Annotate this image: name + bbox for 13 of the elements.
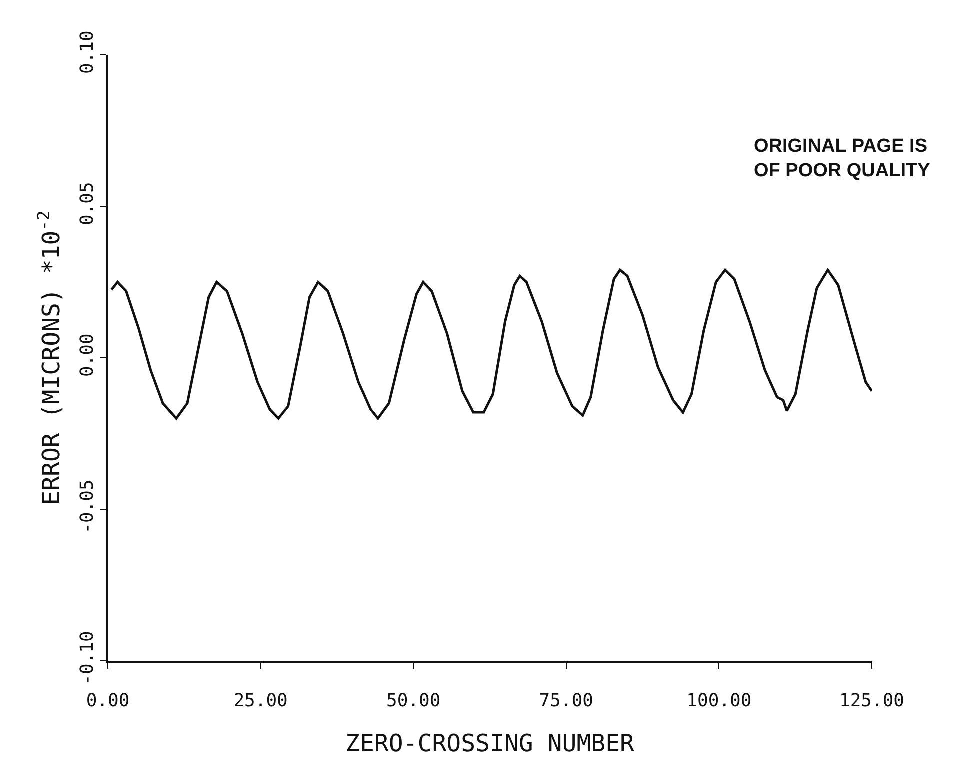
x-tick-label: 25.00: [234, 690, 288, 712]
y-tick-label: 0.00: [76, 334, 98, 377]
annotation: ORIGINAL PAGE IS OF POOR QUALITY: [754, 136, 931, 182]
y-tick-label: 0.10: [76, 30, 98, 74]
line-series: [110, 268, 872, 420]
x-tick-label: 50.00: [386, 690, 441, 712]
y-tick-label: 0.05: [76, 182, 98, 226]
x-axis-title: ZERO-CROSSING NUMBER: [346, 729, 636, 758]
y-tick-label: -0.10: [76, 631, 98, 686]
x-tick-label: 125.00: [839, 690, 905, 712]
x-tick-label: 100.00: [686, 690, 752, 712]
y-tick-label: -0.05: [76, 480, 98, 534]
x-tick-label: 75.00: [539, 690, 594, 712]
